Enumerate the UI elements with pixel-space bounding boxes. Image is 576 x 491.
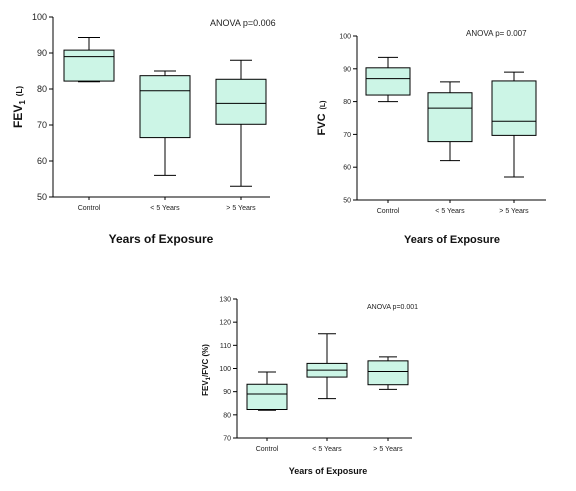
box-plot-1 bbox=[306, 333, 348, 400]
anova-annotation: ANOVA p=0.001 bbox=[367, 304, 418, 311]
y-tick-label: 70 bbox=[37, 120, 47, 130]
y-tick-label: 70 bbox=[343, 132, 351, 139]
y-axis-label: FEV1 (L) bbox=[11, 86, 27, 128]
x-ticks: Control < 5 Years > 5 Years bbox=[78, 197, 256, 212]
y-tick-label: 110 bbox=[220, 343, 231, 350]
box-plot-2 bbox=[367, 356, 409, 390]
y-tick-label: 60 bbox=[37, 156, 47, 166]
y-tick-label: 90 bbox=[223, 389, 231, 396]
y-tick-label: 130 bbox=[219, 296, 231, 303]
x-tick-label: < 5 Years bbox=[150, 205, 180, 212]
x-ticks: Control < 5 Years > 5 Years bbox=[377, 200, 529, 215]
y-label-main: FEV bbox=[201, 380, 210, 396]
anova-annotation: ANOVA p= 0.007 bbox=[466, 29, 527, 38]
y-tick-label: 100 bbox=[339, 33, 351, 40]
x-tick-label: > 5 Years bbox=[373, 446, 403, 453]
y-label-sub: 1 bbox=[206, 376, 212, 380]
y-axis-label: FVC (L) bbox=[316, 101, 328, 136]
box-plot-0 bbox=[365, 56, 411, 103]
y-tick-label: 80 bbox=[37, 84, 47, 94]
x-tick-label: Control bbox=[78, 205, 101, 212]
y-tick-label: 50 bbox=[343, 197, 351, 204]
y-label-main: FEV bbox=[11, 105, 25, 128]
y-tick-label: 60 bbox=[343, 165, 351, 172]
y-tick-label: 80 bbox=[343, 99, 351, 106]
y-tick-label: 90 bbox=[343, 66, 351, 73]
y-label-unit: (L) bbox=[15, 86, 24, 97]
iqr-box bbox=[246, 383, 288, 411]
x-tick-label: < 5 Years bbox=[435, 208, 465, 215]
iqr-box bbox=[63, 49, 115, 82]
iqr-box bbox=[491, 80, 537, 136]
box-plot-2 bbox=[215, 59, 267, 187]
y-tick-label: 120 bbox=[219, 320, 231, 327]
box-plot-1 bbox=[427, 81, 473, 162]
y-ticks: 50 60 70 80 90 100 bbox=[339, 33, 357, 204]
iqr-box bbox=[215, 78, 267, 125]
y-ticks: 50 60 70 80 90 100 bbox=[32, 12, 53, 202]
box-plot-2 bbox=[491, 71, 537, 178]
y-tick-label: 90 bbox=[37, 48, 47, 58]
anova-annotation: ANOVA p=0.006 bbox=[210, 18, 276, 28]
box-plot-0 bbox=[246, 371, 288, 411]
panel-fev1-fvc: 70 80 90 100 110 120 130 Control < 5 Years > 5 Y… bbox=[201, 296, 418, 476]
y-label-main: FVC bbox=[316, 113, 328, 135]
boxes bbox=[365, 56, 537, 178]
x-axis-label: Years of Exposure bbox=[109, 232, 214, 246]
boxes bbox=[246, 333, 409, 411]
y-tick-label: 70 bbox=[223, 435, 231, 442]
x-tick-label: < 5 Years bbox=[312, 446, 342, 453]
y-label-unit: (L) bbox=[320, 101, 327, 110]
iqr-box bbox=[367, 360, 409, 386]
y-tick-label: 100 bbox=[219, 366, 231, 373]
x-tick-label: Control bbox=[256, 446, 279, 453]
box-plot-0 bbox=[63, 37, 115, 83]
x-tick-label: > 5 Years bbox=[226, 205, 256, 212]
x-ticks: Control < 5 Years > 5 Years bbox=[256, 438, 403, 453]
iqr-box bbox=[427, 92, 473, 143]
boxes bbox=[63, 37, 267, 187]
x-axis-label: Years of Exposure bbox=[289, 466, 368, 476]
y-axis-label: FEV1/FVC (%) bbox=[201, 344, 212, 396]
x-tick-label: > 5 Years bbox=[499, 208, 529, 215]
y-tick-label: 80 bbox=[223, 412, 231, 419]
x-tick-label: Control bbox=[377, 208, 400, 215]
x-axis-label: Years of Exposure bbox=[404, 234, 500, 246]
y-tick-label: 100 bbox=[32, 12, 47, 22]
y-tick-label: 50 bbox=[37, 192, 47, 202]
box-plot-1 bbox=[139, 70, 191, 176]
iqr-box bbox=[365, 67, 411, 96]
y-label-unit: /FVC (%) bbox=[201, 344, 210, 377]
y-ticks: 70 80 90 100 110 120 130 bbox=[219, 296, 237, 442]
y-label-sub: 1 bbox=[18, 100, 27, 105]
iqr-box bbox=[139, 75, 191, 139]
